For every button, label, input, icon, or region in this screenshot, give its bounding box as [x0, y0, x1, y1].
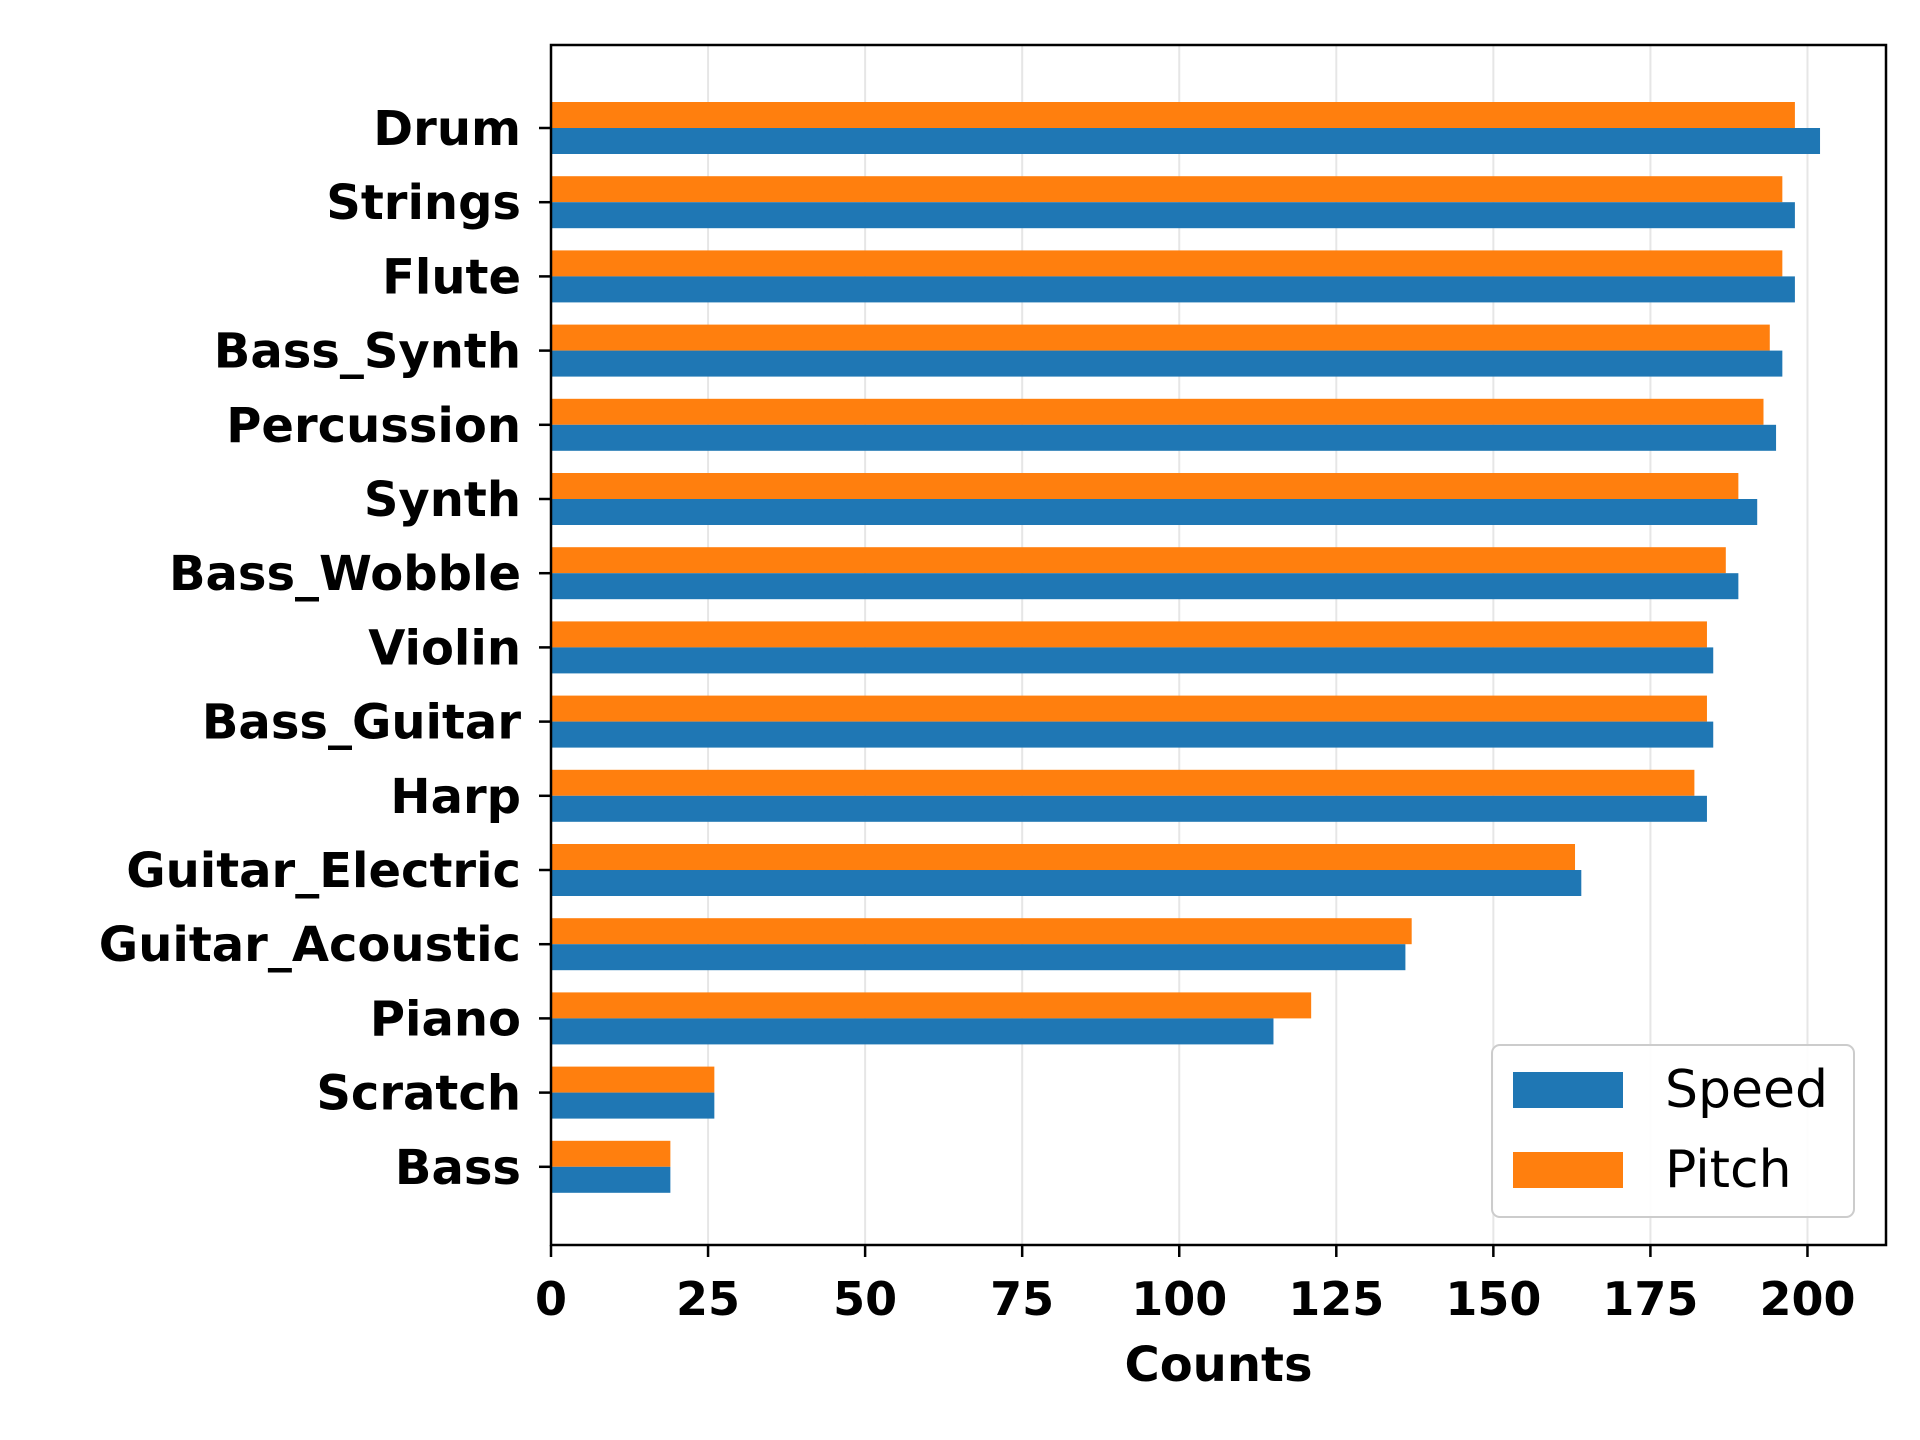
bar-pitch — [551, 1066, 715, 1093]
y-ticks: Drum Strings Flute Bass_Synth Percussion Synt… — [99, 101, 551, 1196]
x-tick-label: 50 — [833, 1272, 897, 1326]
bar-pitch — [551, 769, 1695, 796]
bar-speed — [551, 573, 1739, 600]
y-tick-label: Violin — [368, 620, 521, 676]
bar-pitch — [551, 250, 1783, 277]
bar-speed — [551, 1166, 671, 1193]
bar-pitch — [551, 1140, 671, 1167]
x-tick-label: 150 — [1445, 1272, 1541, 1326]
bar-pitch — [551, 992, 1312, 1019]
bar-pitch — [551, 473, 1739, 499]
y-tick-label: Bass_Wobble — [169, 546, 521, 602]
y-tick-label: Harp — [390, 769, 521, 825]
bar-speed — [551, 1018, 1274, 1045]
x-tick-label: 0 — [535, 1272, 567, 1326]
bar-pitch — [551, 621, 1707, 648]
bar-speed — [551, 1092, 715, 1119]
bar-pitch — [551, 547, 1726, 574]
y-tick-label: Guitar_Acoustic — [99, 917, 521, 973]
bar-pitch — [551, 176, 1783, 203]
x-tick-label: 100 — [1131, 1272, 1227, 1326]
y-tick-label: Flute — [382, 249, 521, 305]
bar-speed — [551, 128, 1821, 154]
bar-speed — [551, 499, 1758, 525]
x-tick-label: 125 — [1288, 1272, 1384, 1326]
y-tick-label: Scratch — [316, 1066, 521, 1122]
y-tick-label: Guitar_Electric — [126, 843, 521, 899]
y-tick-label: Piano — [370, 991, 521, 1047]
x-tick-label: 75 — [990, 1272, 1054, 1326]
y-tick-label: Bass — [395, 1140, 521, 1196]
legend-swatch — [1513, 1152, 1623, 1188]
bar-pitch — [551, 695, 1707, 722]
bar-speed — [551, 795, 1707, 822]
legend-label: Speed — [1665, 1060, 1828, 1120]
y-tick-label: Percussion — [226, 398, 521, 454]
bar-speed — [551, 647, 1714, 674]
bar-speed — [551, 350, 1783, 377]
x-ticks: 0 25 50 75 100 125 150 175 200 — [535, 1245, 1855, 1326]
y-tick-label: Drum — [373, 101, 521, 157]
legend-swatch — [1513, 1072, 1623, 1108]
plot-frame — [549, 43, 1888, 1247]
bar-speed — [551, 721, 1714, 748]
x-axis-title: Counts — [1124, 1337, 1312, 1393]
bars — [551, 102, 1821, 1193]
bar-speed — [551, 276, 1795, 303]
bar-pitch — [551, 398, 1764, 425]
bar-speed — [551, 202, 1795, 229]
bar-speed — [551, 424, 1777, 451]
y-tick-label: Bass_Synth — [214, 324, 521, 380]
bar-speed — [551, 944, 1406, 971]
bar-pitch — [551, 102, 1795, 128]
bar-speed — [551, 870, 1582, 896]
bar-pitch — [551, 844, 1576, 870]
bar-pitch — [551, 918, 1412, 945]
y-tick-label: Synth — [364, 472, 521, 528]
x-tick-label: 25 — [676, 1272, 740, 1326]
legend: Speed Pitch — [1491, 1044, 1855, 1218]
x-tick-label: 175 — [1602, 1272, 1698, 1326]
legend-label: Pitch — [1665, 1140, 1792, 1200]
bar-pitch — [551, 324, 1770, 351]
y-tick-label: Strings — [326, 175, 521, 231]
y-tick-label: Bass_Guitar — [202, 695, 521, 751]
x-tick-label: 200 — [1759, 1272, 1855, 1326]
